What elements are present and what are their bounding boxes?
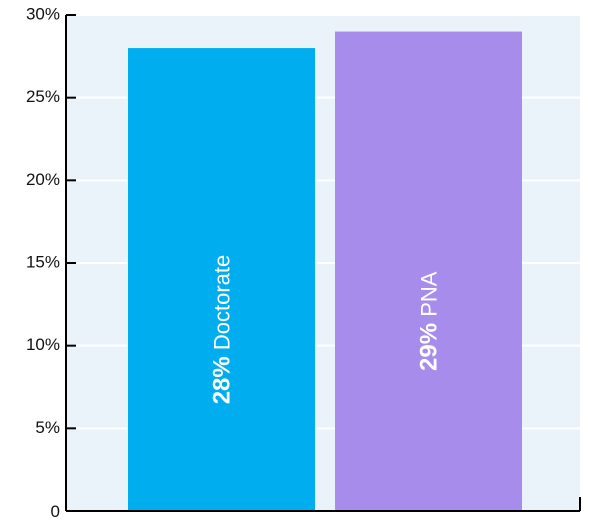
y-tick-label: 30% <box>26 4 60 23</box>
y-tick-label: 0 <box>51 502 60 520</box>
y-tick-label: 10% <box>26 335 60 354</box>
bars: 28% Doctorate 29% PNA <box>128 31 522 512</box>
bar-category-label: Doctorate <box>210 255 235 357</box>
y-tick-label: 25% <box>26 87 60 106</box>
bar-value-label: 28% <box>209 356 236 404</box>
bar-label: 29% PNA <box>416 271 443 371</box>
bar-doctorate <box>128 48 315 512</box>
y-tick-label: 5% <box>35 418 60 437</box>
y-tick-label: 20% <box>26 170 60 189</box>
bar-label: 28% Doctorate <box>209 255 236 405</box>
bar-category-label: PNA <box>417 271 442 323</box>
bar-pna <box>335 31 522 512</box>
bar-value-label: 29% <box>416 323 443 371</box>
y-tick-label: 15% <box>26 252 60 271</box>
y-axis-ticks: 0 5% 10% 15% 20% 25% 30% <box>26 4 76 520</box>
